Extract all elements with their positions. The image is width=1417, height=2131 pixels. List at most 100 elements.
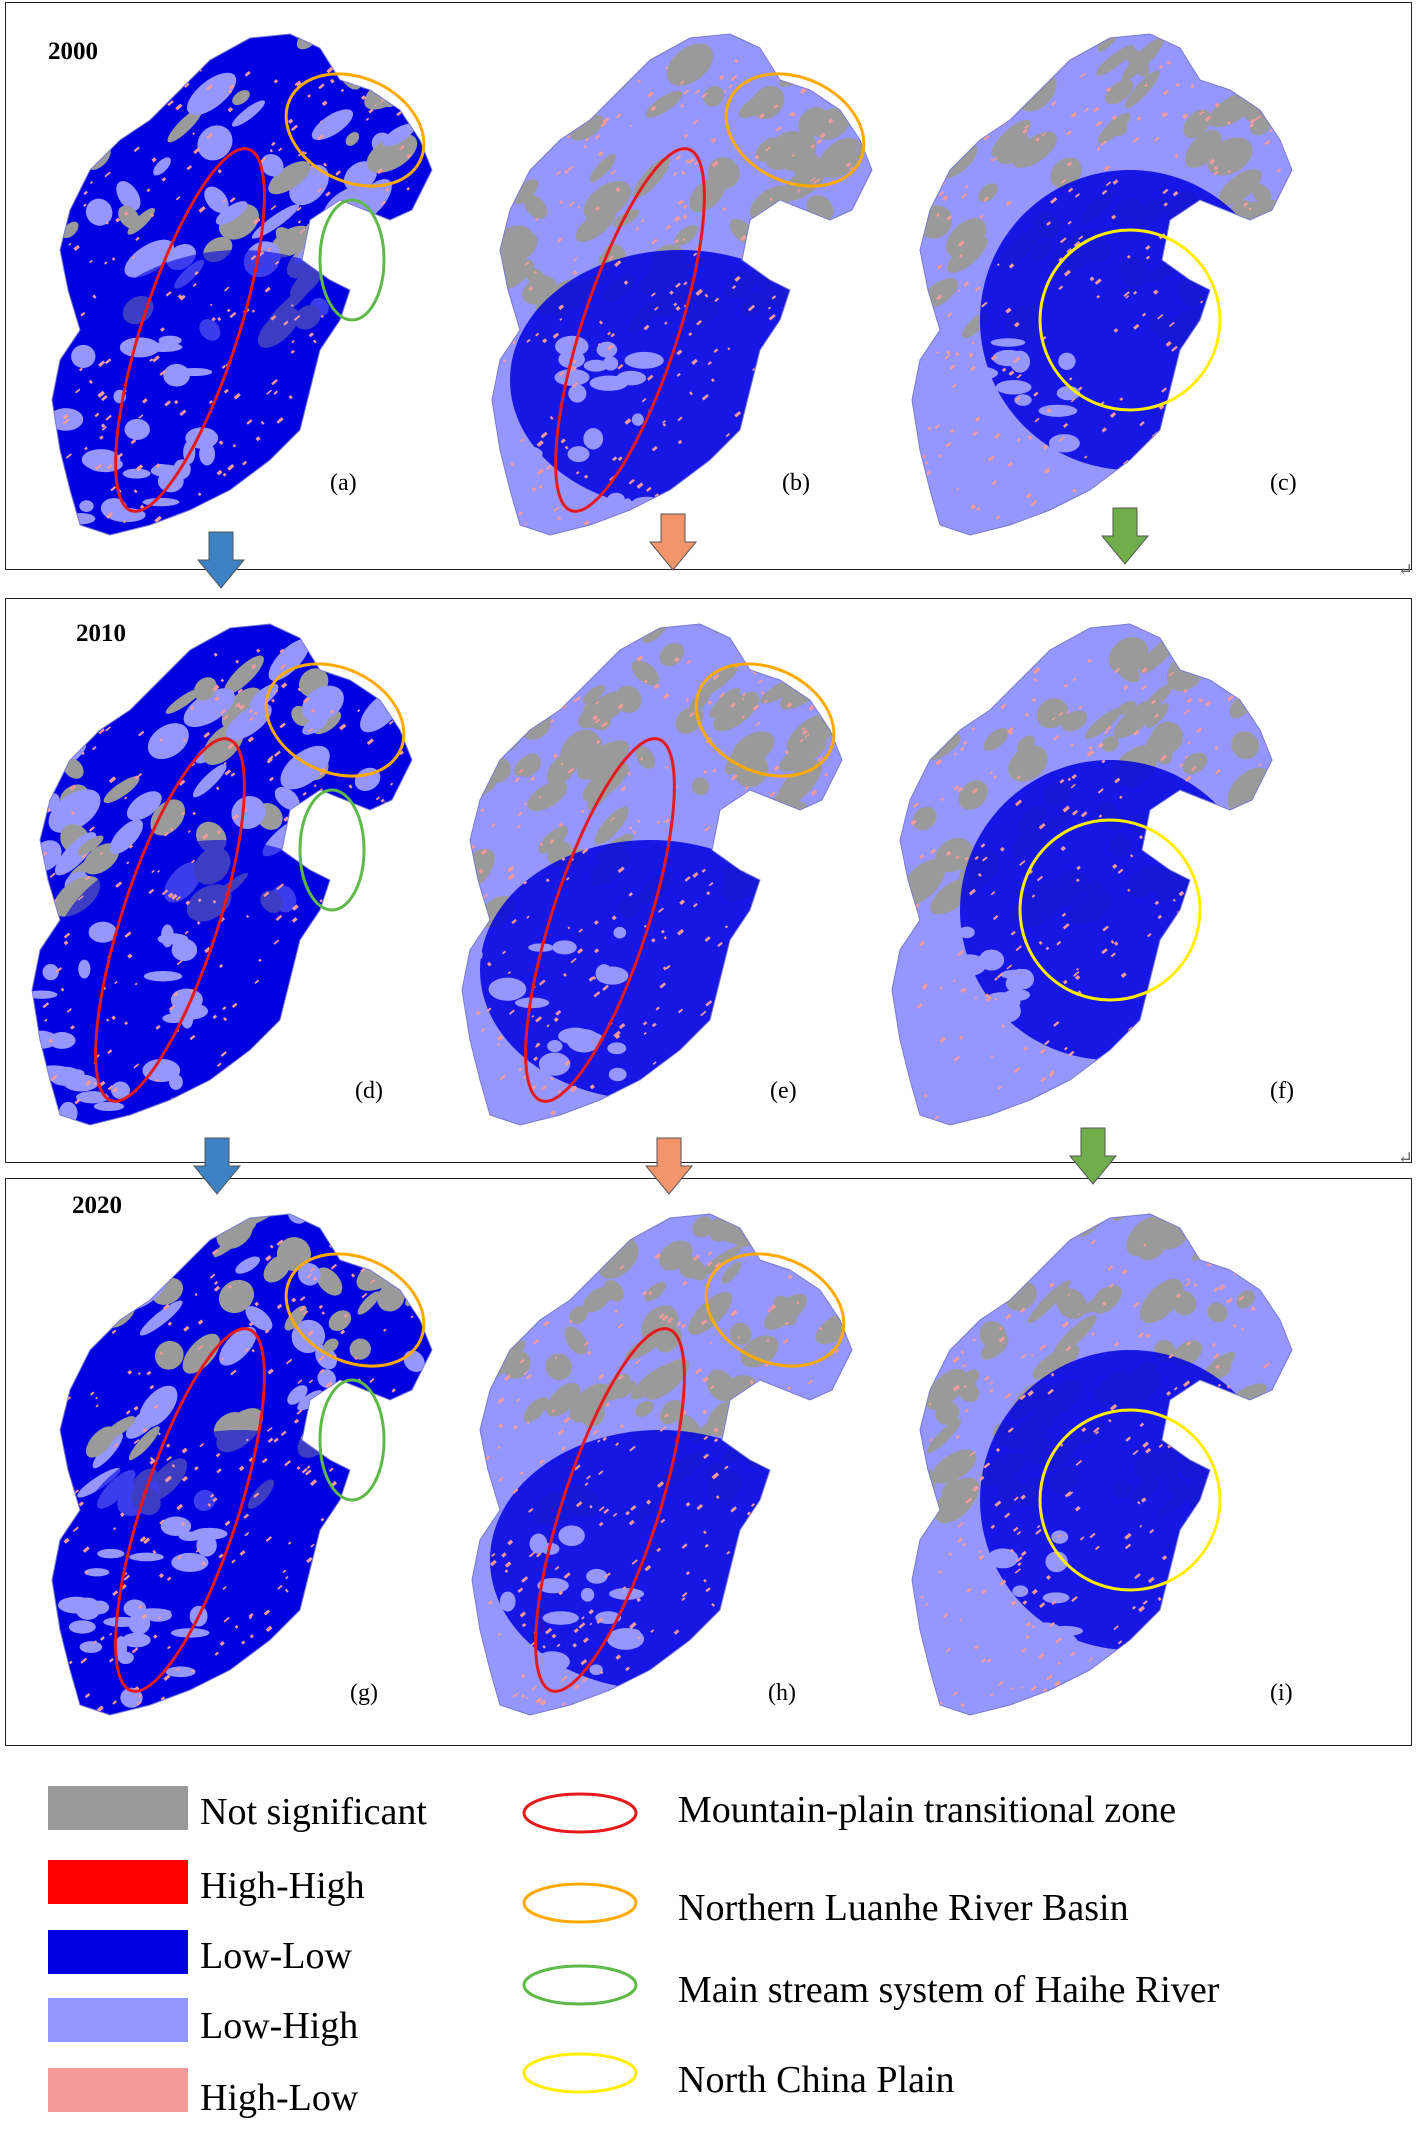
- high-low-cell: [182, 1698, 189, 1704]
- high-low-cell: [757, 1648, 765, 1655]
- high-low-cell: [84, 875, 91, 881]
- high-low-cell: [513, 166, 518, 172]
- high-low-cell: [250, 254, 257, 261]
- plain-region: [980, 1350, 1280, 1650]
- high-low-cell: [676, 1081, 682, 1087]
- legend-ellipse-shape: [522, 1792, 638, 1834]
- map-patch: [1013, 969, 1035, 990]
- high-low-cell: [540, 1293, 548, 1301]
- high-low-cell: [595, 700, 600, 705]
- high-low-cell: [392, 949, 398, 954]
- high-low-cell: [397, 660, 405, 667]
- map-patch: [178, 1531, 202, 1541]
- high-low-cell: [253, 1492, 260, 1498]
- high-low-cell: [1184, 755, 1188, 759]
- luanhe-basin-ellipse: [264, 662, 406, 778]
- high-low-cell: [696, 1503, 703, 1511]
- map-patch: [149, 56, 175, 82]
- luanhe-basin-ellipse: [704, 1252, 846, 1368]
- high-low-cell: [284, 1588, 289, 1593]
- high-low-cell: [598, 1376, 603, 1380]
- high-low-cell: [264, 1329, 270, 1334]
- map-patch: [644, 1358, 690, 1400]
- map-outline: [891, 623, 1273, 1126]
- high-low-cell: [119, 1512, 125, 1517]
- high-low-cell: [1064, 1046, 1068, 1051]
- high-low-cell: [666, 1317, 674, 1324]
- high-low-cell: [597, 1439, 601, 1443]
- high-low-cell: [987, 103, 992, 108]
- map-patch: [138, 1385, 178, 1428]
- high-low-cell: [600, 121, 607, 128]
- high-low-cell: [1143, 1692, 1150, 1698]
- high-low-cell: [309, 1267, 316, 1273]
- map-patch: [66, 696, 100, 730]
- high-low-cell: [303, 151, 307, 155]
- map-patch: [806, 1214, 834, 1241]
- high-low-cell: [307, 1427, 314, 1434]
- high-low-cell: [308, 332, 314, 338]
- high-low-cell: [949, 364, 956, 371]
- high-low-cell: [390, 511, 398, 518]
- high-low-cell: [1199, 928, 1206, 934]
- high-low-cell: [583, 1341, 590, 1347]
- high-low-cell: [360, 1479, 365, 1484]
- map-patch: [1041, 704, 1060, 724]
- high-low-cell: [1060, 845, 1066, 852]
- high-low-cell: [396, 223, 402, 228]
- high-low-cell: [229, 311, 237, 319]
- high-low-cell: [361, 95, 367, 101]
- high-low-cell: [549, 129, 554, 134]
- high-low-cell: [1238, 355, 1244, 361]
- high-low-cell: [612, 456, 618, 462]
- high-low-cell: [371, 358, 377, 363]
- high-low-cell: [962, 1289, 965, 1293]
- high-low-cell: [246, 419, 253, 425]
- high-low-cell: [84, 446, 88, 451]
- high-low-cell: [383, 1328, 387, 1332]
- high-low-cell: [1101, 948, 1108, 955]
- high-low-cell: [270, 315, 277, 321]
- high-low-cell: [820, 1401, 828, 1408]
- high-low-cell: [1229, 1041, 1234, 1046]
- high-low-cell: [115, 217, 121, 223]
- high-low-cell: [1021, 1354, 1027, 1359]
- high-low-cell: [651, 938, 656, 943]
- map-patch: [215, 201, 248, 225]
- high-low-cell: [344, 273, 349, 279]
- high-low-cell: [293, 315, 301, 321]
- high-low-cell: [483, 1482, 490, 1489]
- high-low-cell: [802, 729, 808, 735]
- map-patch: [958, 926, 975, 939]
- year-label-2000: 2000: [48, 38, 98, 65]
- high-low-cell: [741, 1555, 748, 1561]
- high-low-cell: [1242, 1077, 1249, 1084]
- high-low-cell: [1110, 939, 1115, 944]
- high-low-cell: [921, 112, 926, 117]
- high-low-cell: [267, 1368, 274, 1375]
- high-low-cell: [807, 1379, 813, 1385]
- high-low-cell: [1163, 202, 1168, 207]
- high-low-cell: [133, 1252, 141, 1259]
- high-low-cell: [1189, 1681, 1196, 1688]
- high-low-cell: [212, 1014, 218, 1020]
- high-low-cell: [159, 1519, 165, 1525]
- high-low-cell: [1049, 1622, 1055, 1628]
- high-low-cell: [1070, 398, 1076, 403]
- high-low-cell: [1074, 193, 1080, 198]
- high-low-cell: [1004, 59, 1013, 67]
- high-low-cell: [704, 936, 711, 942]
- map-patch: [959, 442, 999, 462]
- panel-2000: [5, 2, 1412, 570]
- high-low-cell: [1158, 1443, 1164, 1449]
- high-low-cell: [578, 928, 583, 933]
- map-patch: [538, 1052, 571, 1076]
- high-low-cell: [984, 196, 989, 201]
- high-low-cell: [642, 1291, 648, 1296]
- map-patch: [139, 1300, 183, 1336]
- high-low-cell: [817, 379, 824, 385]
- high-low-cell: [558, 200, 563, 205]
- high-low-cell: [279, 722, 286, 729]
- high-low-cell: [1076, 1703, 1081, 1708]
- map-patch: [67, 624, 109, 644]
